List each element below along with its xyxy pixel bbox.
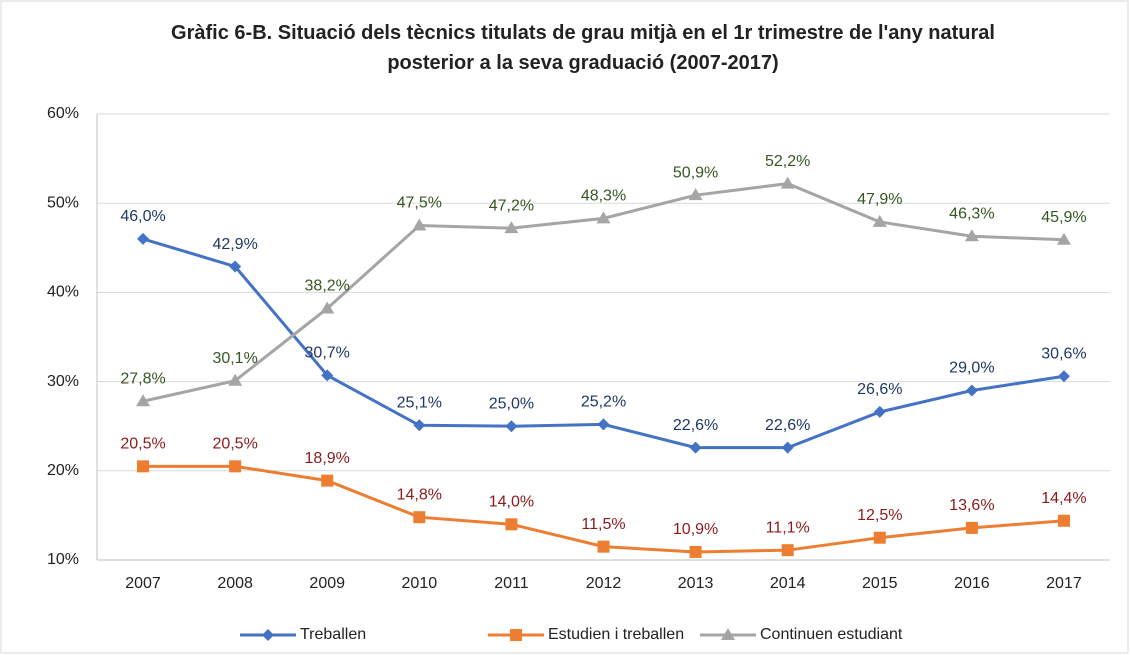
data-label: 22,6% [765, 417, 810, 434]
data-label: 18,9% [305, 450, 350, 467]
marker [321, 474, 334, 487]
marker [597, 540, 610, 553]
x-tick-label: 2013 [678, 575, 714, 592]
data-label: 27,8% [120, 370, 165, 387]
marker [505, 420, 518, 433]
marker [873, 531, 886, 544]
marker [873, 405, 886, 418]
data-label: 20,5% [120, 436, 165, 453]
data-label: 25,0% [489, 395, 534, 412]
marker [781, 441, 794, 454]
data-label: 30,6% [1041, 345, 1086, 362]
marker [965, 521, 978, 534]
y-tick-label: 10% [47, 551, 79, 568]
legend-label: Treballen [300, 626, 366, 643]
data-label: 47,2% [489, 197, 534, 214]
data-label: 25,1% [397, 395, 442, 412]
data-label: 10,9% [673, 521, 718, 538]
marker [597, 418, 610, 431]
x-tick-label: 2012 [586, 575, 622, 592]
data-label: 11,1% [766, 519, 810, 536]
data-label: 30,7% [305, 345, 350, 362]
y-tick-label: 40% [47, 284, 79, 301]
x-tick-label: 2009 [309, 575, 345, 592]
data-label: 11,5% [581, 516, 625, 533]
marker [872, 214, 887, 227]
legend-label: Estudien i treballen [548, 626, 684, 643]
data-label: 46,3% [949, 205, 994, 222]
marker [780, 176, 795, 189]
y-tick-label: 60% [47, 105, 79, 122]
marker [136, 394, 151, 407]
marker [321, 369, 334, 382]
legend-marker [262, 629, 274, 641]
marker [137, 232, 150, 245]
data-label: 42,9% [212, 236, 257, 253]
x-tick-label: 2014 [770, 575, 806, 592]
data-label: 13,6% [949, 497, 994, 514]
x-tick-label: 2016 [954, 575, 990, 592]
x-tick-label: 2015 [862, 575, 898, 592]
marker [229, 460, 242, 473]
y-tick-label: 20% [47, 462, 79, 479]
data-label: 26,6% [857, 381, 902, 398]
data-label: 38,2% [305, 278, 350, 295]
data-label: 22,6% [673, 417, 718, 434]
marker [688, 188, 703, 201]
data-label: 12,5% [857, 507, 902, 524]
x-tick-label: 2017 [1046, 575, 1082, 592]
legend-marker [510, 629, 522, 641]
x-tick-label: 2008 [217, 575, 253, 592]
y-tick-label: 50% [47, 194, 79, 211]
series-line [143, 464, 1065, 554]
data-label: 47,5% [397, 195, 442, 212]
data-label: 47,9% [857, 191, 902, 208]
marker [689, 441, 702, 454]
marker [137, 460, 150, 473]
marker [504, 221, 519, 234]
data-label: 48,3% [581, 188, 626, 205]
y-tick-label: 30% [47, 373, 79, 390]
data-label: 30,1% [212, 350, 257, 367]
data-label: 50,9% [673, 164, 718, 181]
marker [320, 301, 335, 314]
data-label: 52,2% [765, 153, 810, 170]
chart-title: Gràfic 6-B. Situació dels tècnics titula… [171, 22, 995, 74]
legend-marker [721, 628, 735, 640]
marker [505, 518, 518, 531]
data-label: 14,8% [397, 486, 442, 503]
x-tick-label: 2011 [494, 575, 529, 592]
data-label: 29,0% [949, 360, 994, 377]
data-label: 14,0% [489, 494, 534, 511]
marker [596, 211, 611, 224]
marker [229, 260, 242, 273]
marker [1056, 232, 1071, 245]
legend-label: Continuen estudiant [760, 626, 903, 643]
marker [689, 545, 702, 558]
x-tick-label: 2007 [125, 575, 161, 592]
marker [228, 373, 243, 386]
marker [1057, 370, 1070, 383]
data-label: 20,5% [212, 436, 257, 453]
marker [1057, 514, 1070, 527]
data-label: 25,2% [581, 394, 626, 411]
marker [413, 511, 426, 524]
data-label: 45,9% [1041, 209, 1086, 226]
marker [964, 229, 979, 242]
data-label: 14,4% [1041, 490, 1086, 507]
marker [965, 384, 978, 397]
marker [412, 218, 427, 231]
x-tick-label: 2010 [402, 575, 438, 592]
data-label: 46,0% [120, 208, 165, 225]
marker [413, 419, 426, 432]
marker [781, 544, 794, 557]
